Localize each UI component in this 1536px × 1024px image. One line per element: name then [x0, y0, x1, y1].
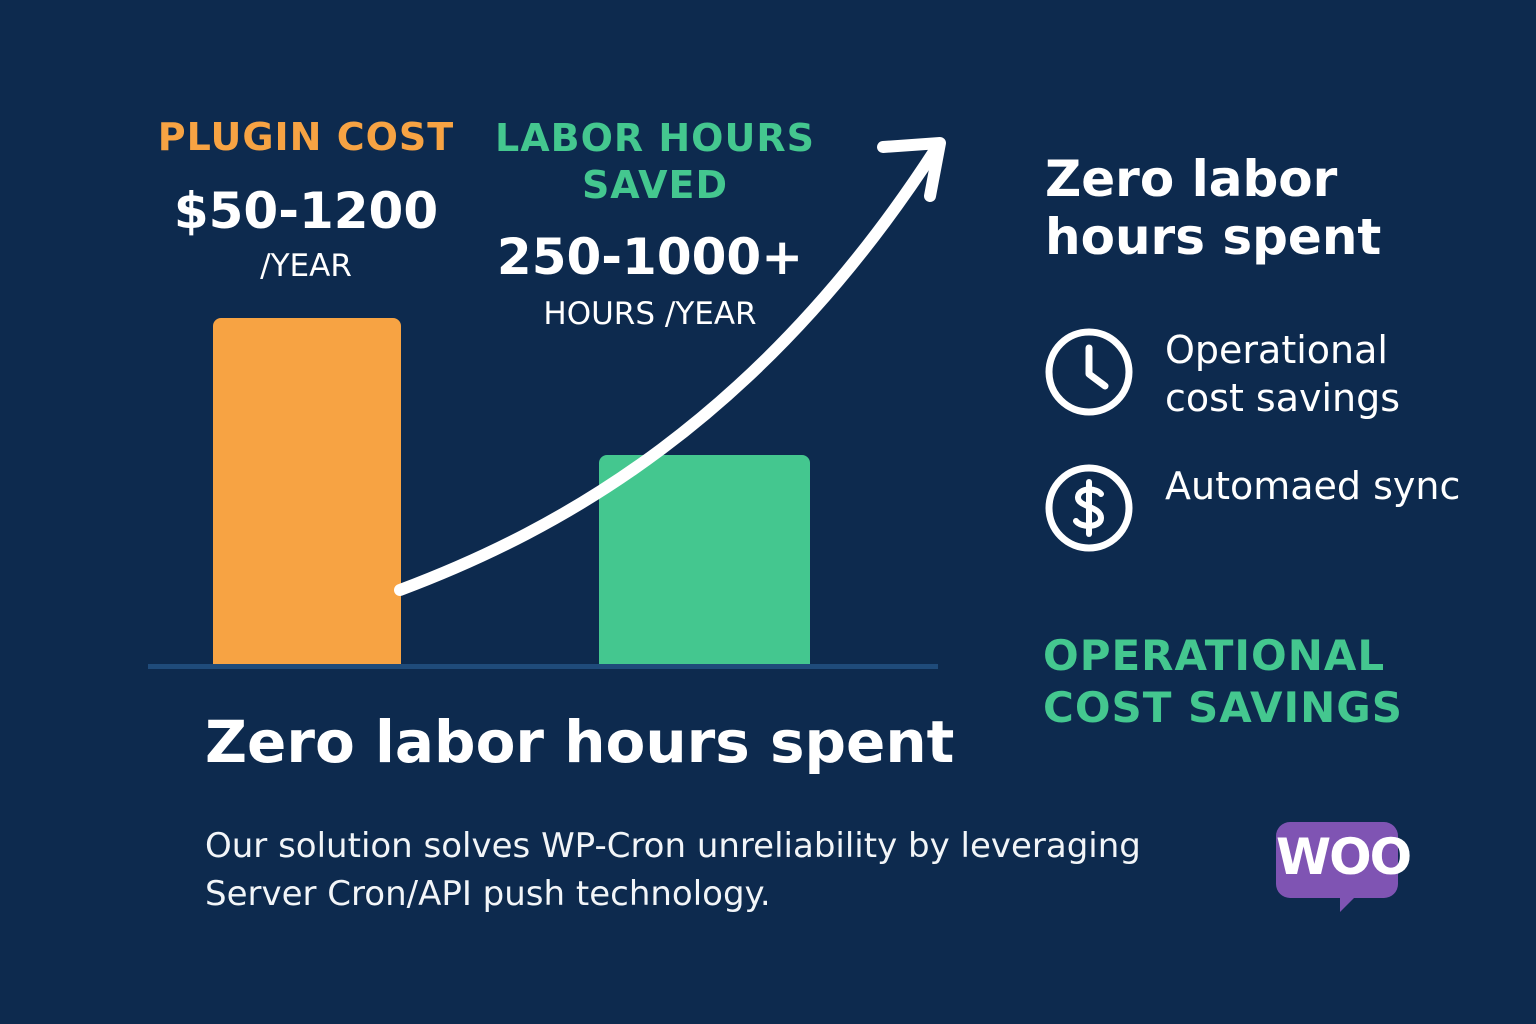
- labor-hours-value: 250-1000+: [496, 228, 804, 286]
- plugin-cost-value: $50-1200: [173, 182, 439, 240]
- woo-logo: WOO: [1276, 822, 1412, 912]
- chart-baseline: [148, 664, 938, 669]
- feature-automated-sync: Automaed sync: [1043, 462, 1483, 558]
- woo-logo-bubble: [1276, 822, 1398, 898]
- labor-hours-bar: [599, 455, 810, 665]
- labor-hours-heading: LABOR HOURS SAVED: [495, 116, 815, 207]
- feature-label: Operational cost savings: [1165, 328, 1401, 420]
- feature-label: Automaed sync: [1165, 464, 1461, 508]
- woo-logo-tail: [1340, 894, 1358, 912]
- plugin-cost-heading: PLUGIN COST: [157, 115, 455, 159]
- clock-icon: [1045, 328, 1133, 416]
- right-title: Zero labor hours spent: [1045, 150, 1382, 266]
- plugin-cost-bar: [213, 318, 401, 665]
- plugin-cost-unit: /YEAR: [260, 248, 352, 284]
- operational-savings-label: OPERATIONAL COST SAVINGS: [1043, 631, 1403, 732]
- dollar-icon: [1045, 464, 1133, 552]
- woo-logo-text: WOO: [1276, 828, 1412, 886]
- labor-hours-unit: HOURS /YEAR: [543, 296, 757, 332]
- feature-operational-savings: Operational cost savings: [1043, 326, 1483, 422]
- description-text: Our solution solves WP-Cron unreliabilit…: [205, 826, 1141, 914]
- bottom-title: Zero labor hours spent: [205, 708, 955, 776]
